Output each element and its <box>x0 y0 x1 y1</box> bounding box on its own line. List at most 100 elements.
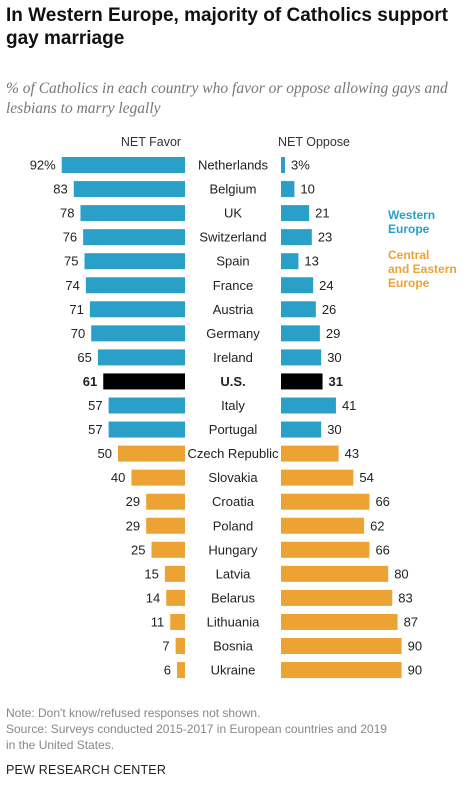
favor-value-label: 75 <box>64 254 78 269</box>
oppose-value-label: 30 <box>327 422 341 437</box>
oppose-value-label: 10 <box>300 182 314 197</box>
oppose-bar <box>281 229 312 246</box>
legend-label: Western <box>388 208 435 222</box>
category-label: Germany <box>206 326 260 341</box>
favor-bar <box>146 517 185 534</box>
oppose-bar <box>281 301 316 318</box>
category-label: U.S. <box>220 374 245 389</box>
category-label: Poland <box>213 518 253 533</box>
oppose-value-label: 26 <box>322 302 336 317</box>
note-text: Note: Don't know/refused responses not s… <box>6 706 261 720</box>
favor-bar <box>91 325 185 342</box>
favor-bar <box>103 373 185 390</box>
favor-bar <box>61 157 185 173</box>
oppose-bar <box>281 421 322 438</box>
category-label: Belgium <box>210 182 257 197</box>
oppose-bar <box>281 325 320 342</box>
source-text-line1: Source: Surveys conducted 2015-2017 in E… <box>6 722 387 736</box>
legend-label: Europe <box>388 276 430 290</box>
category-label: Netherlands <box>198 158 269 173</box>
oppose-value-label: 87 <box>404 614 418 629</box>
favor-bar <box>80 205 185 222</box>
category-label: Czech Republic <box>187 446 279 461</box>
oppose-value-label: 13 <box>304 254 318 269</box>
oppose-value-label: 29 <box>326 326 340 341</box>
favor-value-label: 92% <box>30 158 56 173</box>
favor-value-label: 57 <box>88 422 102 437</box>
oppose-value-label: 23 <box>318 230 332 245</box>
oppose-bar <box>281 517 365 534</box>
legend-label: and Eastern <box>388 262 457 276</box>
favor-bar <box>151 541 185 558</box>
category-label: France <box>213 278 253 293</box>
oppose-bar <box>281 373 323 390</box>
legend-label: Central <box>388 248 429 262</box>
favor-value-label: 61 <box>83 374 97 389</box>
legend-label: Europe <box>388 222 430 236</box>
category-label: Spain <box>216 254 249 269</box>
favor-bar <box>89 301 185 318</box>
favor-bar <box>176 662 185 679</box>
oppose-bar <box>281 205 310 222</box>
oppose-bar <box>281 157 286 173</box>
favor-bar <box>84 253 185 270</box>
oppose-bar <box>281 589 393 606</box>
category-label: Hungary <box>208 542 258 557</box>
oppose-bar <box>281 277 314 294</box>
oppose-bar <box>281 493 370 510</box>
favor-value-label: 83 <box>53 182 67 197</box>
category-label: Slovakia <box>208 470 258 485</box>
favor-value-label: 25 <box>131 542 145 557</box>
category-label: Switzerland <box>199 230 266 245</box>
favor-value-label: 74 <box>65 278 79 293</box>
oppose-bar <box>281 541 370 558</box>
favor-bar <box>73 181 185 198</box>
favor-bar <box>175 638 185 654</box>
oppose-bar <box>281 565 389 582</box>
oppose-bar <box>281 397 336 414</box>
favor-value-label: 40 <box>111 470 125 485</box>
favor-value-label: 7 <box>162 639 169 654</box>
favor-bar <box>97 349 185 366</box>
category-label: Ukraine <box>211 663 256 678</box>
favor-column-header: NET Favor <box>121 135 181 149</box>
category-label: Italy <box>221 398 245 413</box>
category-label: UK <box>224 206 242 221</box>
oppose-value-label: 90 <box>408 639 422 654</box>
oppose-bar <box>281 253 299 270</box>
favor-value-label: 29 <box>126 494 140 509</box>
favor-value-label: 57 <box>88 398 102 413</box>
oppose-value-label: 90 <box>408 663 422 678</box>
favor-bar <box>83 229 185 246</box>
chart-title: In Western Europe, majority of Catholics… <box>6 5 448 49</box>
oppose-value-label: 30 <box>327 350 341 365</box>
favor-bar <box>108 397 185 414</box>
oppose-bar <box>281 181 295 198</box>
category-label: Ireland <box>213 350 253 365</box>
oppose-bar <box>281 613 398 630</box>
source-text-line2: in the United States. <box>6 738 115 752</box>
oppose-bar <box>281 638 402 654</box>
favor-bar <box>131 469 185 486</box>
oppose-value-label: 83 <box>398 590 412 605</box>
diverging-bar-chart: NET Favor NET Oppose 92% Netherlands 3% 83 Bel… <box>30 135 457 679</box>
category-label: Bosnia <box>213 639 254 654</box>
favor-value-label: 76 <box>63 230 77 245</box>
favor-value-label: 14 <box>146 590 160 605</box>
oppose-value-label: 66 <box>375 494 389 509</box>
oppose-value-label: 80 <box>394 566 408 581</box>
oppose-bar <box>281 469 354 486</box>
favor-bar <box>164 565 185 582</box>
favor-bar <box>118 445 185 462</box>
oppose-bar <box>281 662 402 679</box>
chart-subtitle: % of Catholics in each country who favor… <box>6 80 448 117</box>
oppose-bar <box>281 349 322 366</box>
oppose-value-label: 43 <box>345 446 359 461</box>
favor-value-label: 78 <box>60 206 74 221</box>
category-label: Austria <box>213 302 254 317</box>
favor-bar <box>146 493 185 510</box>
favor-value-label: 65 <box>77 350 91 365</box>
oppose-value-label: 24 <box>319 278 333 293</box>
favor-value-label: 11 <box>151 614 165 629</box>
oppose-value-label: 21 <box>315 206 329 221</box>
